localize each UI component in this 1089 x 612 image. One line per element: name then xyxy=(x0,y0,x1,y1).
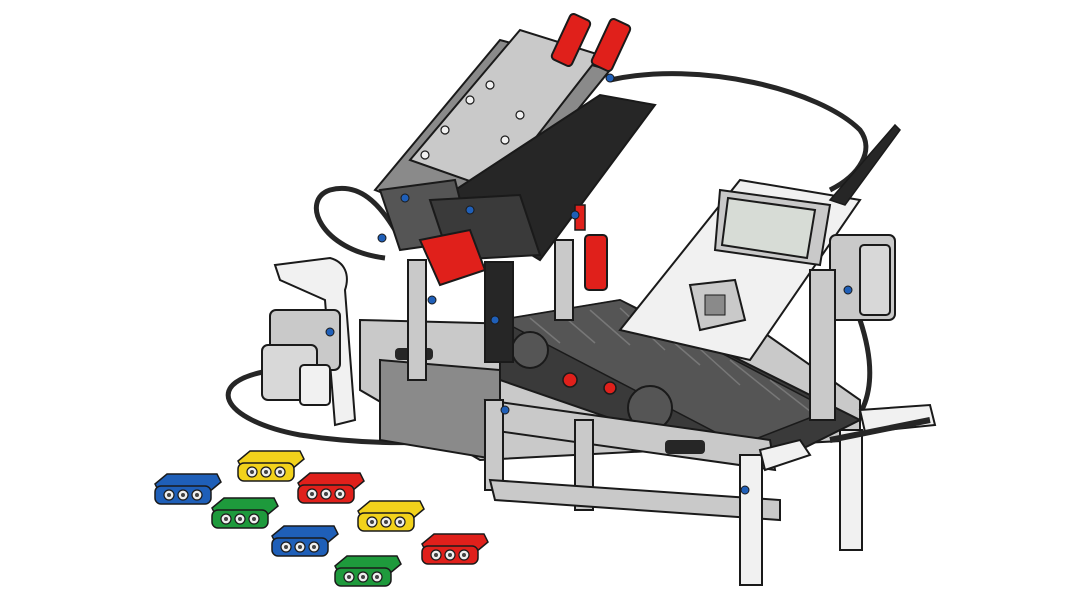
brick-red xyxy=(297,472,365,504)
cable-top xyxy=(609,71,869,193)
conveyor-belt xyxy=(497,298,863,472)
red-parts xyxy=(418,13,632,395)
brick-blue xyxy=(154,473,222,505)
uprights xyxy=(407,239,574,381)
brick-blue xyxy=(271,525,339,557)
blue-pins xyxy=(325,73,853,495)
left-motor xyxy=(261,309,341,406)
brick-red xyxy=(421,533,489,565)
brick-yellow xyxy=(237,450,305,482)
antenna xyxy=(828,123,901,206)
brick-green xyxy=(211,497,279,529)
brick-green xyxy=(334,555,402,587)
left-frame xyxy=(273,256,357,427)
front-frame xyxy=(395,348,781,522)
brick-yellow xyxy=(357,500,425,532)
cable-back-left xyxy=(313,186,398,261)
ev3-screen xyxy=(720,196,817,260)
color-sensor xyxy=(809,234,896,421)
ev3-brick xyxy=(618,178,862,362)
sorting-bricks xyxy=(154,450,489,587)
